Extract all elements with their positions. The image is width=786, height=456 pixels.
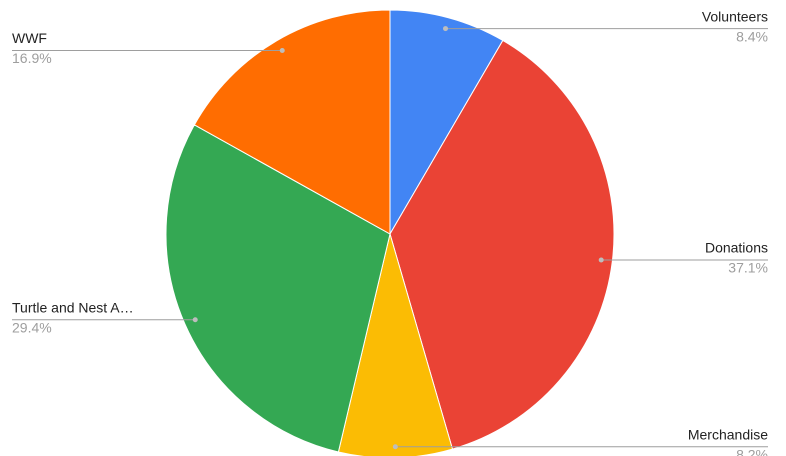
slice-label: Merchandise (688, 426, 768, 442)
slice-percent: 29.4% (12, 319, 52, 335)
slice-label: Turtle and Nest A… (12, 299, 134, 315)
leader-dot (279, 47, 285, 53)
leader-dot (443, 26, 449, 32)
pie-slice (337, 232, 454, 456)
slice-label: Donations (705, 240, 768, 256)
pie-slice (193, 9, 391, 235)
pie-slice (389, 9, 504, 236)
pie-slice (389, 39, 615, 450)
slice-percent: 37.1% (728, 260, 768, 276)
slice-percent: 8.4% (736, 28, 768, 44)
slice-percent: 16.9% (12, 50, 52, 66)
slice-label: WWF (12, 30, 47, 46)
leader-dot (598, 257, 604, 263)
slice-label: Volunteers (702, 8, 768, 24)
slice-percent: 8.2% (736, 446, 768, 456)
pie-slice (165, 124, 391, 453)
leader-dot (392, 444, 398, 450)
leader-dot (192, 317, 198, 323)
